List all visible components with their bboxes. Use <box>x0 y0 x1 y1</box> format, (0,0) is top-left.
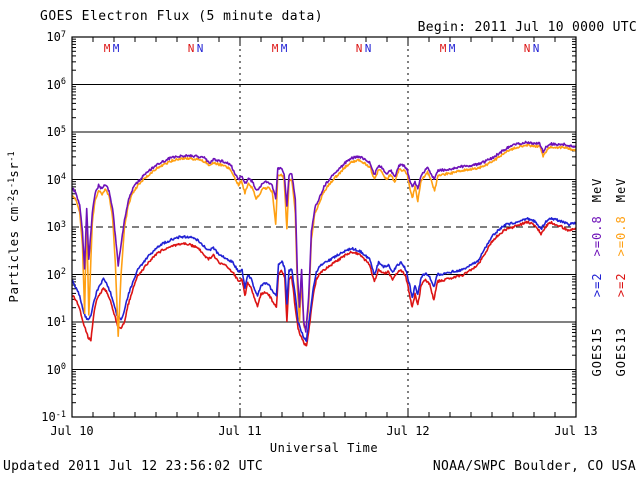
x-tick-label-jul-13: Jul 13 <box>554 424 598 438</box>
y-tick-exponent: 4 <box>60 172 66 182</box>
marker-m-goes15: M <box>113 42 120 55</box>
curve-goes13-0p8mev <box>72 143 576 338</box>
y-axis-label-exponent: -1 <box>6 177 17 188</box>
legend-goes13-channel-2: >=2 <box>614 272 628 298</box>
marker-m-goes13: M <box>272 42 279 55</box>
curve-goes15-0p8mev <box>72 140 576 333</box>
x-axis-title: Universal Time <box>269 441 379 455</box>
marker-n-goes13: N <box>188 42 195 55</box>
legend-goes15: GOES15 >=2 >=0.8 MeV <box>590 147 606 407</box>
marker-n-goes15: N <box>197 42 204 55</box>
marker-n-goes15: N <box>365 42 372 55</box>
y-tick-label-1e1: 101 <box>46 314 66 330</box>
legend-goes15-satellite: GOES15 <box>590 327 604 377</box>
y-tick-label-1e5: 105 <box>46 124 66 140</box>
flux-curves <box>72 140 576 347</box>
y-tick-label-1e3: 103 <box>46 219 66 235</box>
chart-title: GOES Electron Flux (5 minute data) <box>40 9 324 24</box>
y-axis-label-text: sr <box>6 161 21 178</box>
y-tick-label-1e4: 104 <box>46 172 66 187</box>
legend-goes13: GOES13 >=2 >=0.8 MeV <box>614 147 630 407</box>
marker-n-goes13: N <box>356 42 363 55</box>
x-tick-label-jul-11: Jul 11 <box>218 424 262 438</box>
marker-m-goes15: M <box>449 42 456 55</box>
y-tick-exponent: 7 <box>60 29 66 40</box>
y-tick-label-1e6: 106 <box>46 77 66 92</box>
y-axis-label-exponent: -2 <box>6 196 17 207</box>
legend-goes15-unit: MeV <box>590 177 604 203</box>
legend-goes13-satellite: GOES13 <box>614 327 628 377</box>
y-tick-exponent: 3 <box>60 219 66 230</box>
marker-m-goes13: M <box>104 42 111 55</box>
y-tick-label-1e2: 102 <box>46 267 66 282</box>
y-tick-exponent: 0 <box>60 362 66 372</box>
y-axis-label-exponent: -1 <box>6 151 17 162</box>
curve-goes15-2mev <box>72 217 576 343</box>
y-axis-label-text: s <box>6 187 21 197</box>
y-tick-exponent: 1 <box>60 314 66 325</box>
x-tick-label-jul-12: Jul 12 <box>386 424 430 438</box>
marker-m-goes15: M <box>281 42 288 55</box>
legend-goes15-channel-0.8: >=0.8 <box>590 215 604 257</box>
updated-timestamp: Updated 2011 Jul 12 23:56:02 UTC <box>3 459 264 474</box>
y-tick-label-1e0: 100 <box>46 362 66 377</box>
y-tick-label-1e-1: 10-1 <box>41 409 66 425</box>
marker-m-goes13: M <box>440 42 447 55</box>
source-attribution: NOAA/SWPC Boulder, CO USA <box>432 459 636 474</box>
x-tick-label-jul-10: Jul 10 <box>50 424 94 438</box>
legend-goes13-channel-0.8: >=0.8 <box>614 215 628 257</box>
y-tick-exponent: 6 <box>60 77 66 87</box>
y-tick-exponent: 2 <box>60 267 66 277</box>
curve-goes13-2mev <box>72 220 576 347</box>
begin-timestamp: Begin: 2011 Jul 10 0000 UTC <box>417 20 637 35</box>
plot-frame <box>71 36 577 418</box>
y-axis-label-text: Particles cm <box>6 206 21 303</box>
y-tick-label-1e7: 107 <box>46 29 66 45</box>
marker-n-goes13: N <box>524 42 531 55</box>
marker-n-goes15: N <box>533 42 540 55</box>
legend-goes13-unit: MeV <box>614 177 628 203</box>
y-tick-exponent: 5 <box>60 124 66 135</box>
legend-goes15-channel-2: >=2 <box>590 272 604 298</box>
y-tick-exponent: -1 <box>55 409 66 420</box>
